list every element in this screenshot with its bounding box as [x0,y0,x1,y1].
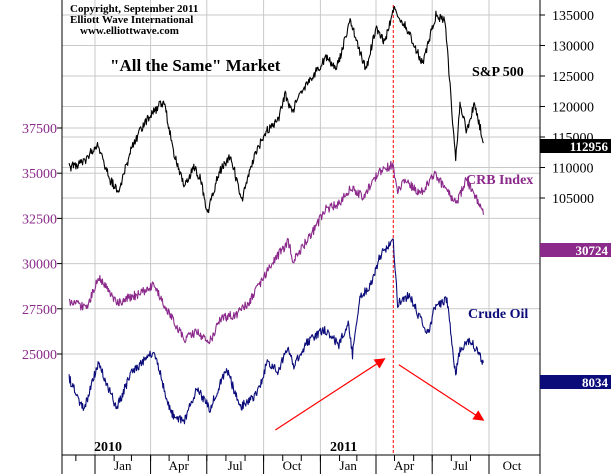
left-tick-label: 27500 [22,303,57,318]
series-lines [68,6,484,425]
last-value-sp500: 112956 [570,139,609,154]
left-tick-label: 25000 [22,348,57,363]
annotations [274,5,485,455]
last-value-crude: 8034 [582,375,609,390]
trend-arrow-1 [274,358,386,431]
x-tick-label: Jan [114,458,132,473]
year-label-2010: 2010 [94,440,122,455]
left-tick-label: 32500 [22,212,57,227]
right-tick-label: 135000 [552,9,594,24]
series-label-crb: CRB Index [466,173,533,188]
x-tick-label: Oct [503,458,522,473]
series-line-1 [68,160,484,345]
x-tick-label: Jul [453,458,469,473]
chart-title: "All the Same" Market [110,56,281,75]
x-tick-label: Oct [283,458,302,473]
last-value-crb: 30724 [576,243,609,258]
right-tick-label: 105000 [552,192,594,207]
last-value-box-crude: 8034 [540,375,611,390]
x-tick-label: Jul [228,458,244,473]
grid [62,0,540,455]
x-tick-label: Apr [169,458,190,473]
left-tick-label: 35000 [22,167,57,182]
x-tick-label: Jan [340,458,358,473]
right-tick-label: 110000 [552,162,593,177]
right-tick-label: 120000 [552,101,594,116]
series-line-0 [68,6,484,214]
copyright-block: Copyright, September 2011 Elliott Wave I… [70,3,198,37]
copyright-line-3: www.elliottwave.com [80,25,179,37]
copyright-line-2: Elliott Wave International [70,14,193,26]
last-value-box-sp500: 112956 [540,139,611,154]
series-label-sp500: S&P 500 [472,65,524,80]
right-tick-label: 130000 [552,40,594,55]
right-tick-label: 125000 [552,70,594,85]
trend-arrow-2 [398,364,485,421]
last-value-box-crb: 30724 [540,243,611,258]
series-line-2 [68,238,484,425]
copyright-line-1: Copyright, September 2011 [70,3,198,15]
left-tick-label: 30000 [22,258,57,273]
x-tick-label: Apr [394,458,415,473]
year-label-2011: 2011 [330,440,357,455]
left-tick-label: 37500 [22,122,57,137]
series-label-crude: Crude Oil [468,307,528,322]
